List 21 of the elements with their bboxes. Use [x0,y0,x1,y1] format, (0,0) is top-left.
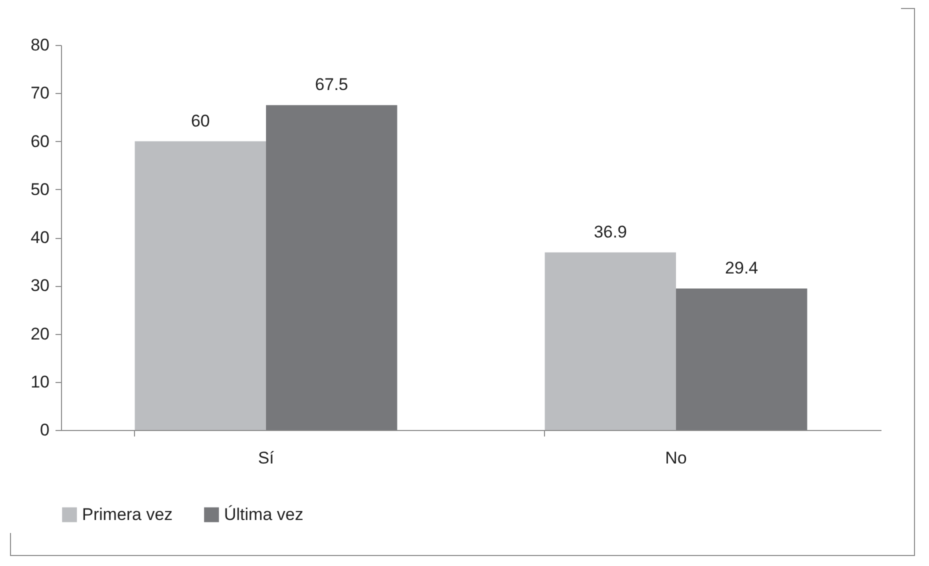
y-tick-label: 0 [40,420,50,440]
y-tick-label: 50 [30,180,50,199]
y-tick-label: 40 [30,228,50,247]
bar [266,105,398,430]
y-tick-label: 30 [30,276,50,296]
y-tick-label: 70 [30,84,50,103]
data-label: 60 [190,111,210,130]
data-label: 29.4 [725,258,758,278]
data-label: 67.5 [315,75,348,94]
x-tick-label: Sí [258,448,274,468]
y-tick-label: 60 [30,132,50,151]
bar [544,252,676,430]
bar [676,288,808,430]
legend-label: Primera vez [82,504,173,524]
data-label: 36.9 [594,222,627,242]
bar [134,141,266,430]
y-tick-label: 10 [30,372,50,392]
y-tick-label: 80 [30,36,50,54]
legend-label: Última vez [224,504,304,524]
x-tick-label: No [665,448,687,468]
y-tick-label: 20 [30,324,50,344]
